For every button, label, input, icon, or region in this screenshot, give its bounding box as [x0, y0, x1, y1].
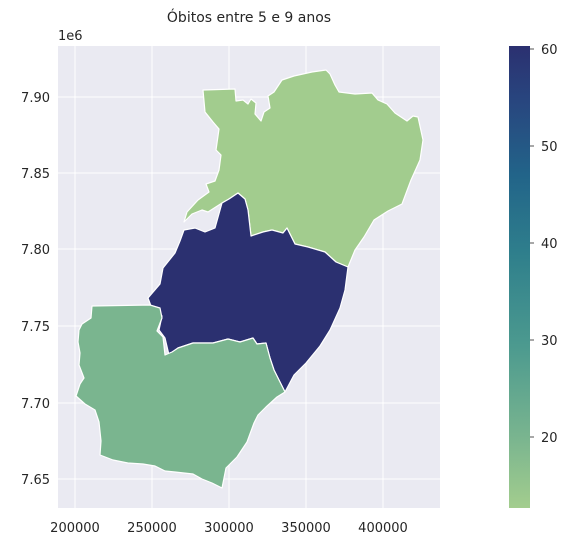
- region-southwest: [75, 304, 286, 489]
- colorbar-tick-label: 40: [541, 237, 558, 252]
- colorbar-tick-label: 20: [541, 431, 558, 446]
- colorbar-tick-label: 60: [541, 43, 558, 58]
- colorbar-tick-label: 50: [541, 140, 558, 155]
- x-tick-label: 350000: [281, 521, 331, 536]
- x-tick-label: 200000: [50, 521, 100, 536]
- y-offset-label: 1e6: [58, 29, 83, 44]
- colorbar-tick-label: 30: [541, 334, 558, 349]
- y-tick-label: 7.85: [21, 167, 50, 182]
- region-north: [183, 69, 424, 268]
- x-tick-label: 250000: [127, 521, 177, 536]
- y-tick-label: 7.75: [21, 320, 50, 335]
- map-regions: [75, 69, 424, 489]
- y-tick-label: 7.70: [21, 397, 50, 412]
- y-axis: 7.65 7.70 7.75 7.80 7.85 7.90 1e6: [21, 29, 83, 488]
- map-title: Óbitos entre 5 e 9 anos: [167, 8, 331, 26]
- x-axis: 200000 250000 300000 350000 400000: [50, 521, 408, 536]
- colorbar: 20 30 40 50 60: [509, 43, 558, 508]
- x-tick-label: 400000: [358, 521, 408, 536]
- y-tick-label: 7.90: [21, 91, 50, 106]
- y-tick-label: 7.80: [21, 243, 50, 258]
- x-tick-label: 300000: [204, 521, 254, 536]
- y-tick-label: 7.65: [21, 473, 50, 488]
- colorbar-gradient: [509, 46, 530, 508]
